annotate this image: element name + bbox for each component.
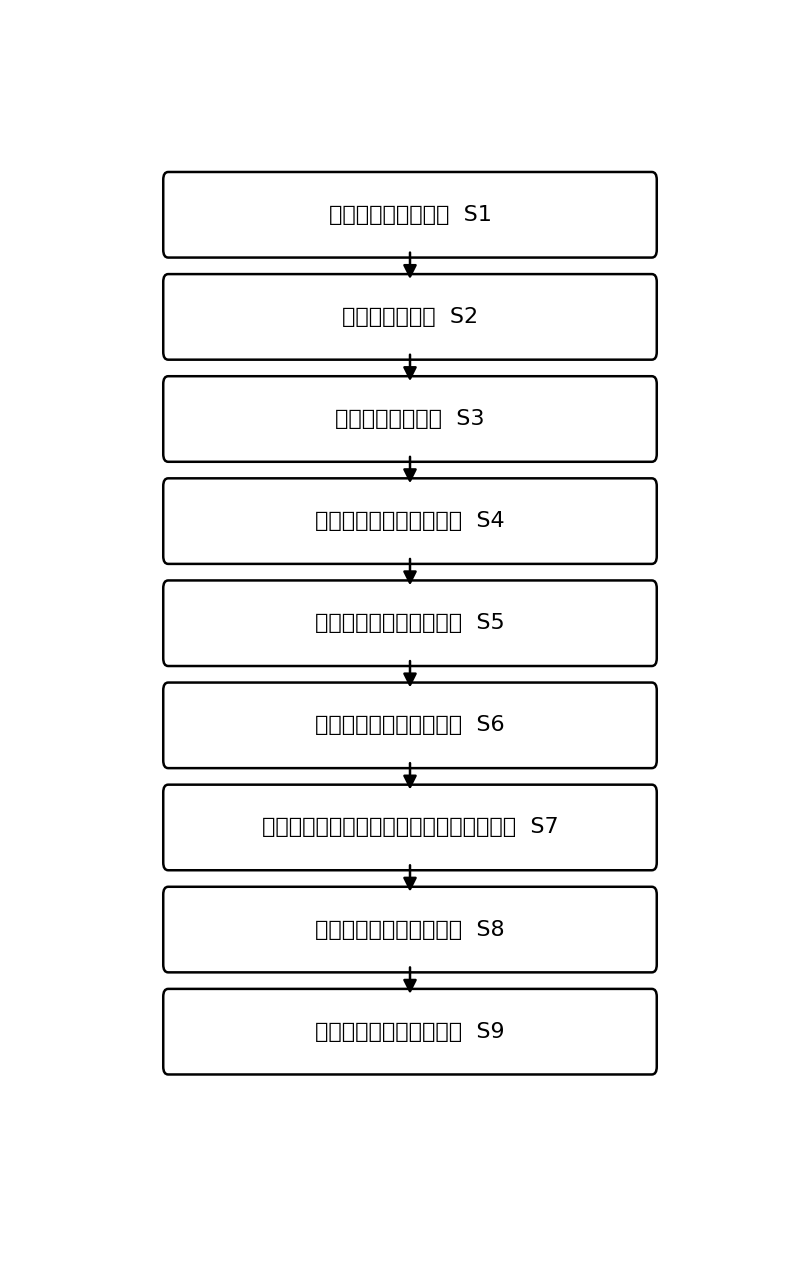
FancyBboxPatch shape	[163, 172, 657, 258]
FancyBboxPatch shape	[163, 989, 657, 1075]
Text: 对树枝点云进行区域合并  S9: 对树枝点云进行区域合并 S9	[315, 1022, 505, 1042]
Text: 定义并计算轴向分布密度  S6: 定义并计算轴向分布密度 S6	[315, 715, 505, 735]
FancyBboxPatch shape	[163, 274, 657, 360]
Text: 利用轴向分布密度区分树枝点云与树叶点云  S7: 利用轴向分布密度区分树枝点云与树叶点云 S7	[262, 817, 558, 837]
FancyBboxPatch shape	[163, 887, 657, 973]
Text: 利用近邻点拟合二次曲面  S4: 利用近邻点拟合二次曲面 S4	[315, 512, 505, 532]
FancyBboxPatch shape	[163, 376, 657, 462]
Text: 点云法方向估计  S2: 点云法方向估计 S2	[342, 307, 478, 327]
FancyBboxPatch shape	[163, 581, 657, 666]
Text: 利用二次曲面计算主曲率  S5: 利用二次曲面计算主曲率 S5	[315, 614, 505, 633]
Text: 局部坐标系的构造  S3: 局部坐标系的构造 S3	[335, 409, 485, 429]
Text: 对树枝点云进行区域生长  S8: 对树枝点云进行区域生长 S8	[315, 919, 505, 940]
Text: 点云的获取及预处理  S1: 点云的获取及预处理 S1	[329, 205, 491, 225]
FancyBboxPatch shape	[163, 682, 657, 768]
FancyBboxPatch shape	[163, 784, 657, 870]
FancyBboxPatch shape	[163, 479, 657, 563]
